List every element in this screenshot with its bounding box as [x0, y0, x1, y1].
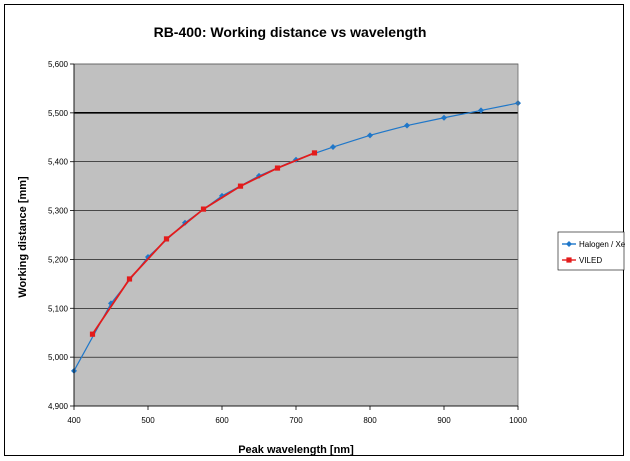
series-1-point-0	[90, 332, 95, 337]
x-tick-label-1: 500	[141, 416, 155, 425]
y-tick-label-7: 5,600	[48, 60, 69, 69]
y-tick-label-2: 5,100	[48, 304, 69, 313]
series-1-point-1	[127, 276, 132, 281]
chart-title: RB-400: Working distance vs wavelength	[154, 24, 427, 40]
plot-area	[74, 64, 518, 406]
y-tick-label-0: 4,900	[48, 402, 69, 411]
x-tick-label-3: 700	[289, 416, 303, 425]
y-tick-label-3: 5,200	[48, 255, 69, 264]
x-tick-label-0: 400	[67, 416, 81, 425]
y-tick-labels: 4,900 5,000 5,100 5,200 5,300 5,400 5,500 5,600	[48, 60, 69, 411]
x-tick-labels: 400 500 600 700 800 900 1000	[67, 416, 527, 425]
legend-marker-1	[566, 257, 571, 262]
series-1-point-5	[275, 165, 280, 170]
legend-label-0: Halogen / Xe	[579, 240, 626, 249]
series-1-point-2	[164, 236, 169, 241]
series-1-point-3	[201, 207, 206, 212]
y-tick-label-6: 5,500	[48, 109, 69, 118]
x-tick-label-6: 1000	[509, 416, 527, 425]
legend: Halogen / Xe VILED	[558, 232, 626, 270]
series-1-point-6	[312, 150, 317, 155]
y-tick-label-4: 5,300	[48, 207, 69, 216]
legend-label-1: VILED	[579, 256, 602, 265]
x-tick-label-4: 800	[363, 416, 377, 425]
series-1-point-4	[238, 184, 243, 189]
x-tick-label-2: 600	[215, 416, 229, 425]
x-tick-label-5: 900	[437, 416, 451, 425]
x-axis-title: Peak wavelength [nm]	[238, 444, 354, 456]
y-axis-title: Working distance [mm]	[17, 176, 29, 298]
y-tick-label-1: 5,000	[48, 353, 69, 362]
y-tick-label-5: 5,400	[48, 158, 69, 167]
